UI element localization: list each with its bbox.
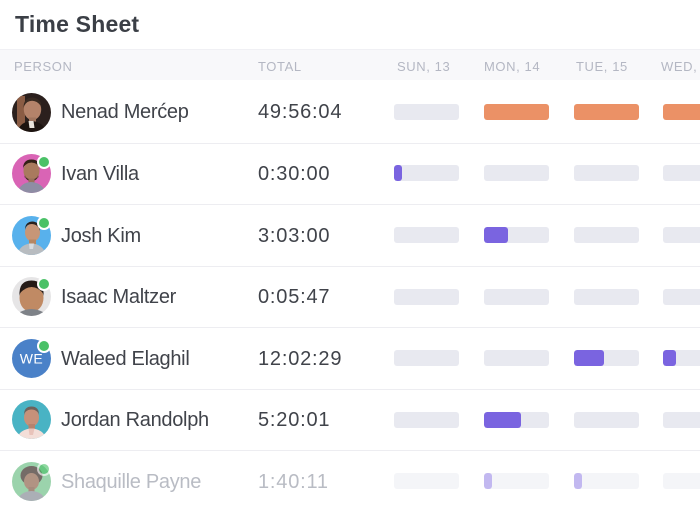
svg-text:WE: WE — [20, 351, 44, 367]
